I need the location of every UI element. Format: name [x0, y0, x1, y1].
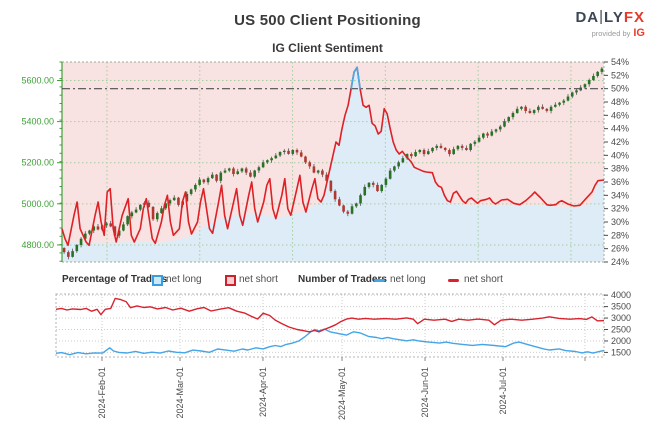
price-axis-label: 5000.00 — [21, 199, 54, 209]
pct-axis-label: 48% — [611, 97, 629, 107]
count-axis-label: 2500 — [611, 325, 631, 335]
price-axis-label: 5400.00 — [21, 117, 54, 127]
page-title: US 500 Client Positioning — [234, 12, 421, 29]
net-long-zone-fill — [62, 67, 604, 262]
chart-subtitle: IG Client Sentiment — [272, 41, 383, 55]
dailyfx-wordmark: DA|LYFX — [575, 8, 645, 26]
net-short-line-icon — [448, 279, 459, 282]
legend-pct-header: Percentage of Traders — [62, 274, 168, 285]
legend-pct-net-long: net long — [166, 274, 202, 285]
pct-axis-label: 38% — [611, 164, 629, 174]
count-axis-label: 4000 — [611, 290, 631, 300]
provided-by-ig: provided by IG — [591, 27, 645, 39]
count-axis-label: 1500 — [611, 347, 631, 357]
net-short-square-icon — [225, 275, 236, 286]
pct-axis-label: 26% — [611, 244, 629, 254]
legend-num-header: Number of Traders — [298, 274, 387, 285]
count-axis-label: 3000 — [611, 313, 631, 323]
pct-axis-label: 28% — [611, 230, 629, 240]
logo-i-bar: | — [599, 8, 605, 25]
price-axis-label: 5200.00 — [21, 158, 54, 168]
date-axis-label: 2024-Mar-01 — [175, 367, 185, 419]
pct-axis-label: 24% — [611, 257, 629, 267]
date-axis-label: 2024-May-01 — [337, 367, 347, 420]
price-axis-label: 4800.00 — [21, 240, 54, 250]
pct-axis-label: 36% — [611, 177, 629, 187]
legend-pct-net-short: net short — [239, 274, 278, 285]
pct-axis-label: 34% — [611, 190, 629, 200]
legend-num-net-short: net short — [464, 274, 503, 285]
net-long-line-icon — [374, 279, 385, 282]
pct-axis-label: 42% — [611, 137, 629, 147]
pct-axis-label: 54% — [611, 57, 629, 67]
count-axis-label: 2000 — [611, 336, 631, 346]
date-axis-label: 2024-Feb-01 — [97, 367, 107, 419]
traders-line-net-short — [55, 297, 605, 333]
traders-line-net-long — [55, 328, 605, 356]
chart-legend: Percentage of Traders net long net short… — [0, 273, 655, 289]
main-chart: 4800.00 5000.00 5200.00 5400.00 5600.00 24% 26… — [21, 57, 629, 267]
pct-axis-label: 32% — [611, 204, 629, 214]
pct-axis-label: 46% — [611, 110, 629, 120]
date-axis-label: 2024-Apr-01 — [258, 367, 268, 417]
pct-net-long-line-red — [61, 66, 605, 247]
count-axis-label: 3500 — [611, 302, 631, 312]
pct-axis-label: 44% — [611, 124, 629, 134]
date-axis-label: 2024-Jun-01 — [420, 367, 430, 418]
pct-axis-label: 52% — [611, 70, 629, 80]
pct-axis-label: 30% — [611, 217, 629, 227]
pct-axis-label: 50% — [611, 84, 629, 94]
price-axis-label: 5600.00 — [21, 75, 54, 85]
pct-axis-label: 40% — [611, 150, 629, 160]
ig-logo: IG — [633, 27, 645, 39]
dailyfx-logo: DA|LYFX provided by IG — [575, 8, 645, 41]
pct-net-long-line-blue — [350, 66, 361, 89]
date-axis-label: 2024-Jul-01 — [498, 367, 508, 415]
net-long-square-icon — [152, 275, 163, 286]
legend-num-net-long: net long — [390, 274, 426, 285]
